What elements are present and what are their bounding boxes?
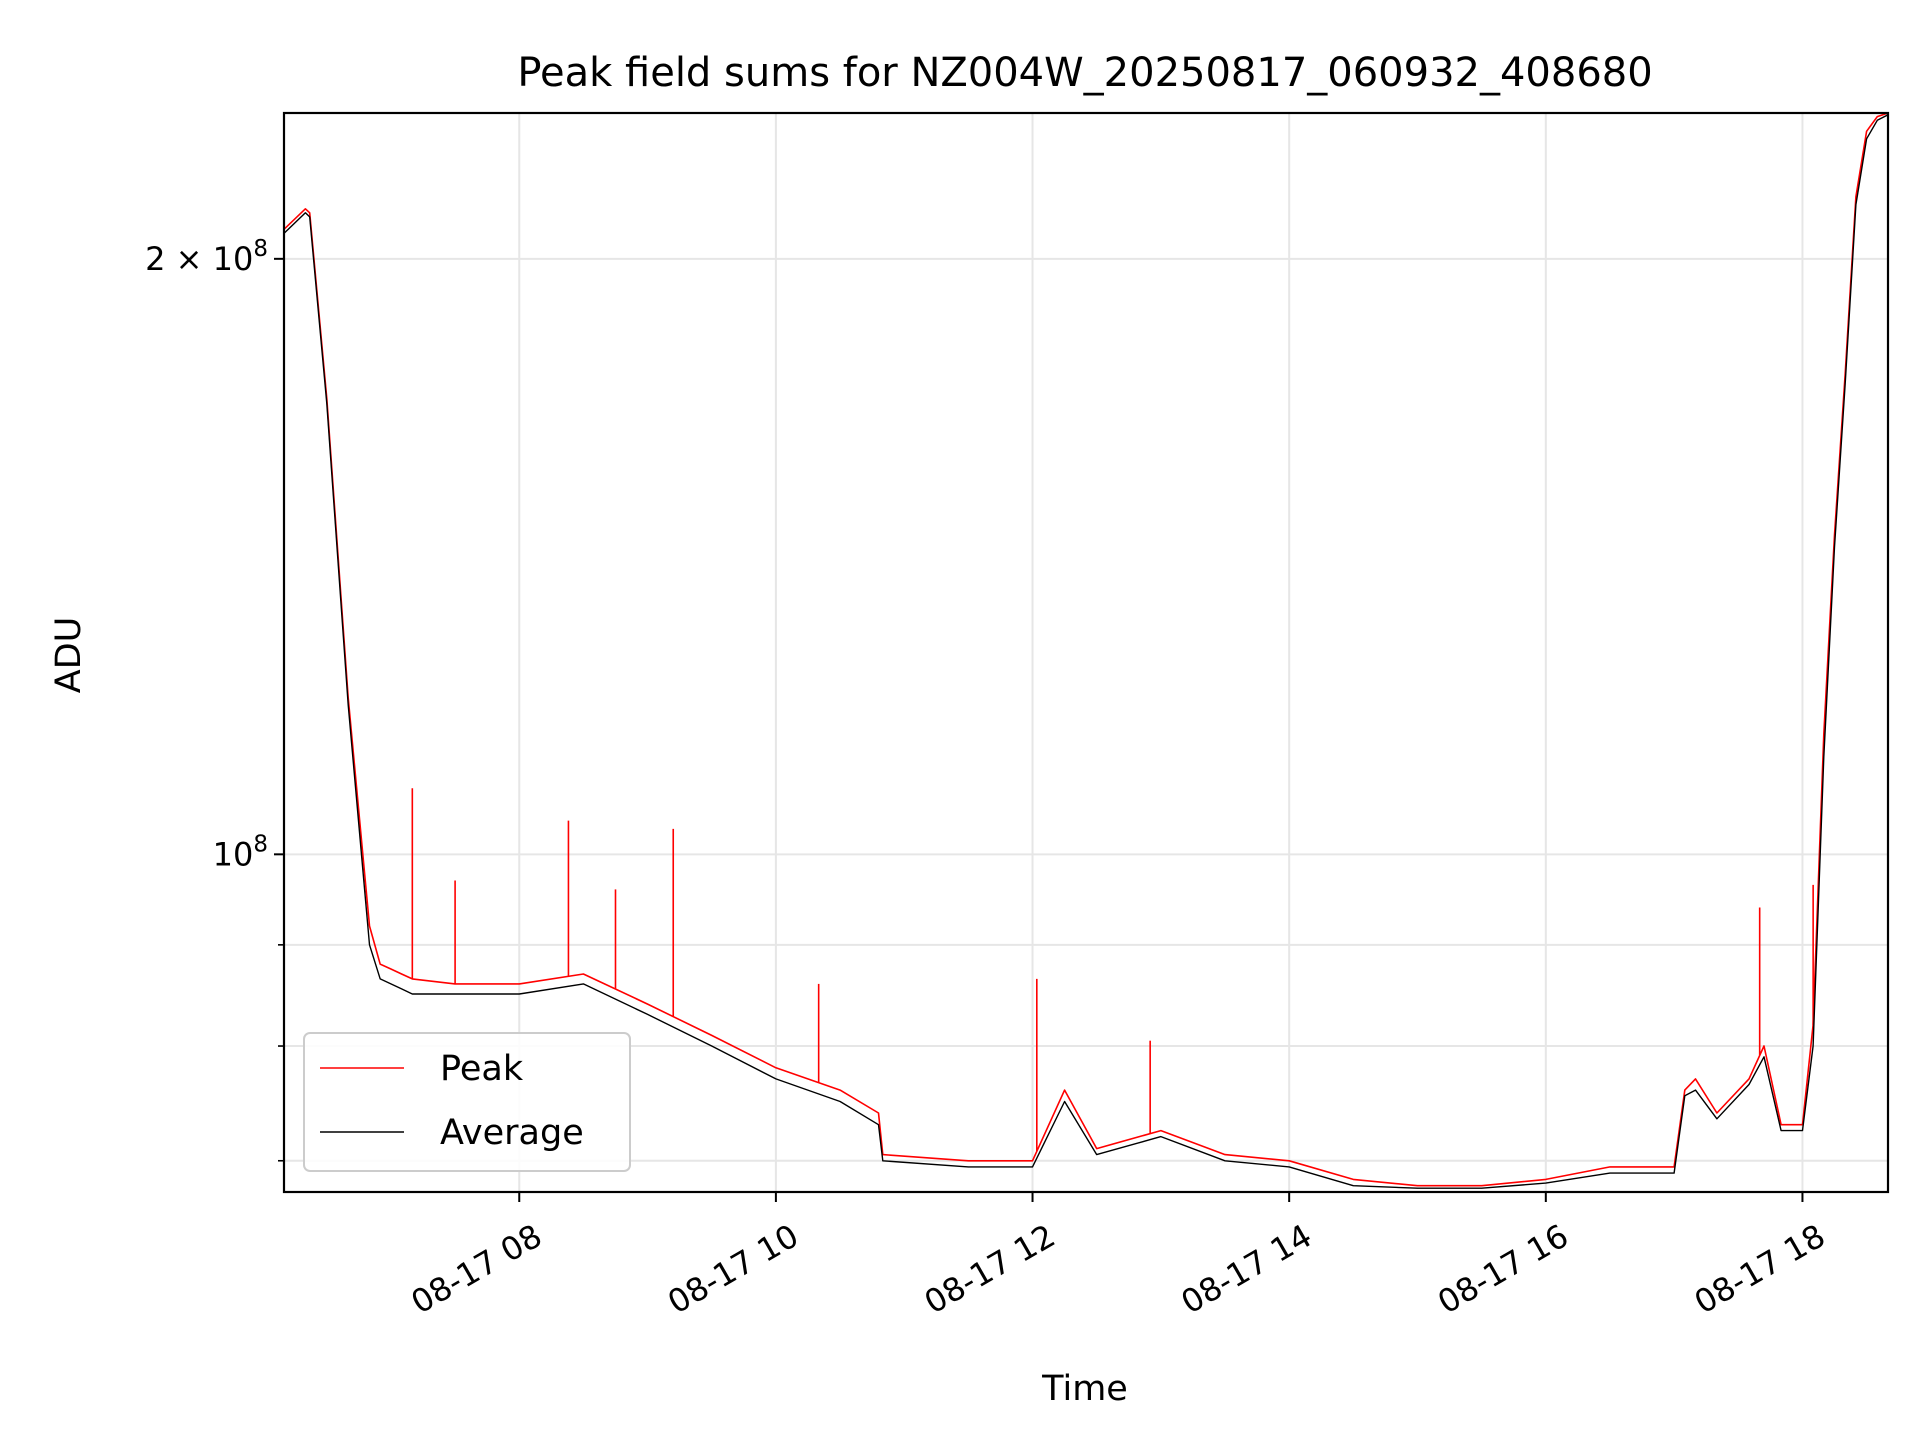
series-layer xyxy=(284,113,1888,1189)
y-tick-label: 2 × 108 xyxy=(145,236,268,278)
plot-area-frame xyxy=(282,111,1890,1194)
legend: Peak Average xyxy=(303,1032,631,1172)
y-tick-label: 108 xyxy=(213,831,268,873)
chart-title: Peak field sums for NZ004W_20250817_0609… xyxy=(517,50,1652,96)
grid xyxy=(284,113,1888,1192)
legend-average-label: Average xyxy=(440,1113,584,1153)
series-line-average xyxy=(284,114,1888,1189)
x-axis-label: Time xyxy=(1041,1369,1128,1409)
series-line-peak xyxy=(284,113,1888,1187)
legend-peak-label: Peak xyxy=(440,1049,524,1089)
y-axis-label: ADU xyxy=(49,617,89,694)
